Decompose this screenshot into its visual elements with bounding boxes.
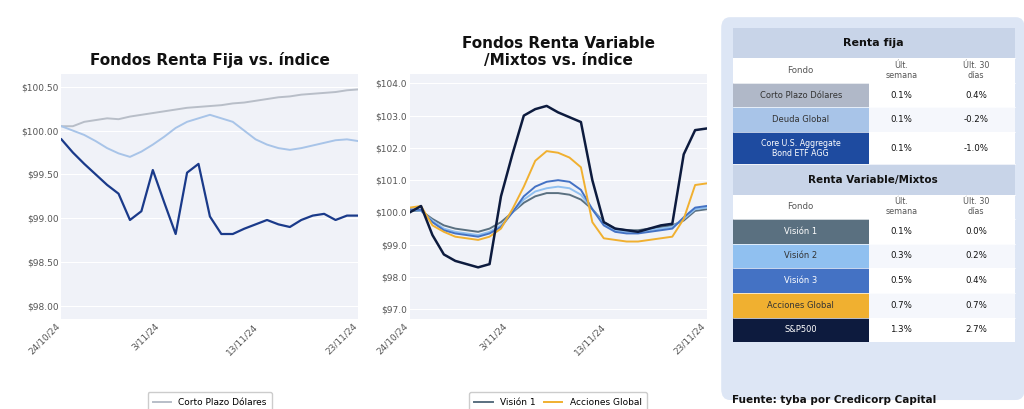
Bar bbox=[868, 83, 1015, 107]
Text: 0.5%: 0.5% bbox=[891, 276, 912, 285]
Text: Últ. 30
días: Últ. 30 días bbox=[963, 197, 989, 216]
Text: Renta fija: Renta fija bbox=[843, 38, 903, 48]
Bar bbox=[868, 219, 1015, 243]
Text: 0.1%: 0.1% bbox=[891, 115, 912, 124]
Text: Deuda Global: Deuda Global bbox=[772, 115, 829, 124]
Text: Core U.S. Aggregate
Bond ETF AGG: Core U.S. Aggregate Bond ETF AGG bbox=[761, 139, 841, 158]
Text: Fondo: Fondo bbox=[787, 66, 814, 75]
Text: 0.4%: 0.4% bbox=[965, 276, 987, 285]
Text: Visión 1: Visión 1 bbox=[784, 227, 817, 236]
Text: 0.1%: 0.1% bbox=[891, 90, 912, 99]
Text: Visión 3: Visión 3 bbox=[784, 276, 817, 285]
Legend: Visión 1, Visión 2, Visión 3, Acciones Global, S&P500: Visión 1, Visión 2, Visión 3, Acciones G… bbox=[469, 392, 647, 409]
Text: Visión 2: Visión 2 bbox=[784, 252, 817, 261]
Legend: Corto Plazo Dólares, Deuda Global, RF EE. UU.: Corto Plazo Dólares, Deuda Global, RF EE… bbox=[147, 392, 272, 409]
Bar bbox=[868, 107, 1015, 132]
Text: -1.0%: -1.0% bbox=[964, 144, 988, 153]
Text: Últ.
semana: Últ. semana bbox=[886, 61, 918, 80]
Title: Fondos Renta Variable
/Mixtos vs. índice: Fondos Renta Variable /Mixtos vs. índice bbox=[462, 36, 654, 68]
Bar bbox=[733, 58, 1015, 83]
Text: -0.2%: -0.2% bbox=[964, 115, 988, 124]
Text: 2.7%: 2.7% bbox=[965, 326, 987, 335]
Text: S&P500: S&P500 bbox=[784, 326, 817, 335]
Bar bbox=[868, 268, 1015, 293]
Text: 0.2%: 0.2% bbox=[965, 252, 987, 261]
Bar bbox=[733, 195, 1015, 219]
Text: 0.1%: 0.1% bbox=[891, 227, 912, 236]
FancyBboxPatch shape bbox=[721, 17, 1024, 400]
Text: Últ.
semana: Últ. semana bbox=[886, 197, 918, 216]
Text: 0.1%: 0.1% bbox=[891, 144, 912, 153]
Bar bbox=[733, 83, 868, 107]
Bar bbox=[733, 107, 868, 132]
Text: Corto Plazo Dólares: Corto Plazo Dólares bbox=[760, 90, 842, 99]
Bar bbox=[733, 28, 1015, 58]
Text: Fondo: Fondo bbox=[787, 202, 814, 211]
Text: 0.3%: 0.3% bbox=[891, 252, 912, 261]
Text: 1.3%: 1.3% bbox=[891, 326, 912, 335]
Title: Fondos Renta Fija vs. índice: Fondos Renta Fija vs. índice bbox=[90, 52, 330, 68]
Bar bbox=[868, 293, 1015, 317]
Text: Fuente: tyba por Credicorp Capital: Fuente: tyba por Credicorp Capital bbox=[732, 395, 936, 405]
Text: Últ. 30
días: Últ. 30 días bbox=[963, 61, 989, 80]
Text: 0.4%: 0.4% bbox=[965, 90, 987, 99]
Bar bbox=[733, 219, 868, 243]
Bar bbox=[733, 268, 868, 293]
Text: 0.7%: 0.7% bbox=[965, 301, 987, 310]
Bar bbox=[733, 132, 868, 164]
Bar bbox=[733, 317, 868, 342]
Text: 0.7%: 0.7% bbox=[891, 301, 912, 310]
Bar bbox=[733, 293, 868, 317]
Text: Acciones Global: Acciones Global bbox=[767, 301, 835, 310]
Bar bbox=[868, 243, 1015, 268]
Bar bbox=[733, 164, 1015, 195]
Text: Renta Variable/Mixtos: Renta Variable/Mixtos bbox=[808, 175, 938, 184]
Bar bbox=[733, 243, 868, 268]
Bar bbox=[868, 132, 1015, 164]
Bar bbox=[868, 317, 1015, 342]
Text: 0.0%: 0.0% bbox=[965, 227, 987, 236]
